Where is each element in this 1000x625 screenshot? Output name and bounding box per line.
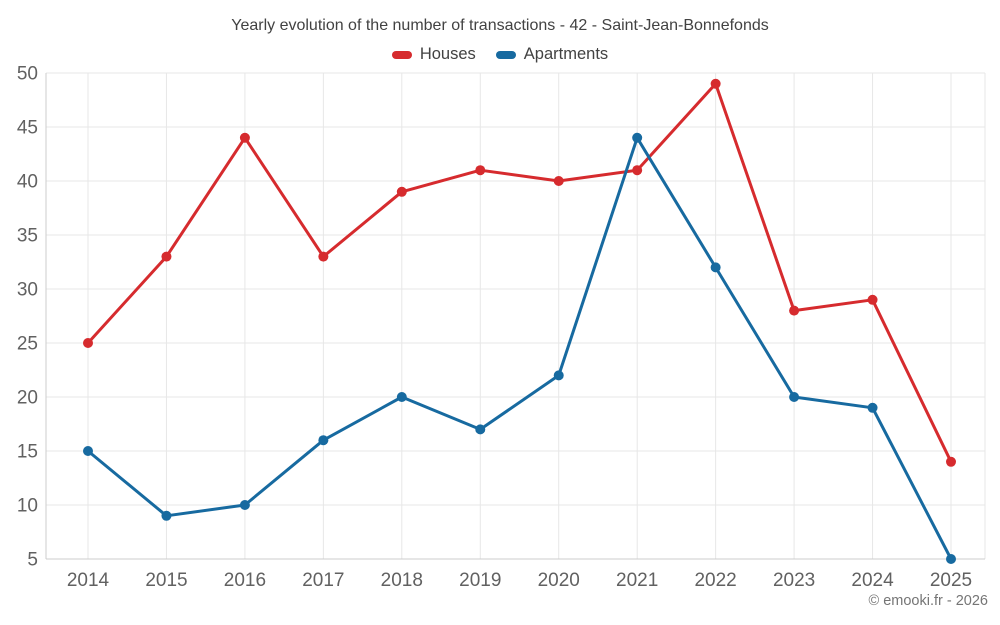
houses-point-2025 xyxy=(946,456,956,467)
copyright-credit: © emooki.fr - 2026 xyxy=(868,593,988,609)
y-axis-labels: 5 10 15 20 25 30 35 40 45 50 xyxy=(17,64,38,571)
apartments-point-2014 xyxy=(83,446,93,456)
apartments-point-2022 xyxy=(710,262,721,273)
apartments-point-2016 xyxy=(239,500,250,510)
y-tick-label: 15 xyxy=(17,442,38,463)
x-tick-label: 2025 xyxy=(930,570,972,591)
legend-item-houses[interactable]: Houses xyxy=(391,45,476,64)
apartments-point-2019 xyxy=(475,424,486,435)
x-axis-labels: 2014 2015 2016 2017 2018 2019 2020 2021 2022 2023… xyxy=(67,570,972,591)
y-tick-label: 30 xyxy=(17,280,38,301)
houses-point-2022 xyxy=(710,78,721,89)
y-tick-label: 20 xyxy=(17,388,38,409)
houses-point-2015 xyxy=(161,251,172,262)
x-tick-label: 2014 xyxy=(67,570,110,591)
apartments-point-2017 xyxy=(318,435,329,446)
y-tick-label: 50 xyxy=(17,64,38,85)
apartments-point-2024 xyxy=(867,402,878,413)
apartments-point-2023 xyxy=(789,392,800,402)
x-tick-label: 2023 xyxy=(773,570,815,591)
y-tick-label: 25 xyxy=(17,334,38,355)
x-tick-label: 2022 xyxy=(694,570,736,591)
legend-label-apartments: Apartments xyxy=(523,45,609,63)
legend-item-apartments[interactable]: Apartments xyxy=(495,45,609,64)
apartments-point-2025 xyxy=(946,554,956,564)
houses-point-2020 xyxy=(553,176,564,186)
apartments-line xyxy=(86,136,953,561)
houses-point-2014 xyxy=(83,338,93,348)
apartments-point-2020 xyxy=(553,370,564,381)
x-tick-label: 2021 xyxy=(616,570,658,591)
houses-point-2024 xyxy=(867,294,878,305)
chart-title: Yearly evolution of the number of transa… xyxy=(231,17,769,34)
legend-label-houses: Houses xyxy=(419,45,476,63)
x-tick-label: 2019 xyxy=(459,570,501,591)
y-tick-label: 35 xyxy=(17,226,38,247)
houses-point-2017 xyxy=(318,251,329,262)
y-tick-label: 10 xyxy=(17,496,38,517)
y-tick-label: 45 xyxy=(17,118,38,139)
legend-swatch-houses-icon xyxy=(391,50,412,59)
houses-series xyxy=(83,78,956,467)
x-tick-label: 2024 xyxy=(851,570,894,591)
x-tick-label: 2018 xyxy=(381,570,423,591)
apartments-point-2018 xyxy=(396,392,407,402)
houses-point-2019 xyxy=(475,165,486,176)
houses-point-2018 xyxy=(396,186,407,197)
houses-point-2021 xyxy=(632,165,643,176)
legend-swatch-apartments-icon xyxy=(495,50,516,59)
chart-legend: Houses Apartments xyxy=(0,45,1000,64)
x-tick-label: 2017 xyxy=(302,570,344,591)
x-tick-label: 2015 xyxy=(145,570,187,591)
y-tick-label: 5 xyxy=(27,550,38,571)
apartments-point-2021 xyxy=(632,132,643,143)
x-tick-label: 2016 xyxy=(224,570,266,591)
houses-point-2016 xyxy=(239,132,250,143)
y-tick-label: 40 xyxy=(17,172,38,193)
apartments-point-2015 xyxy=(161,510,172,521)
houses-line xyxy=(86,82,953,464)
gridlines xyxy=(45,72,986,560)
x-tick-label: 2020 xyxy=(538,570,580,591)
apartments-series xyxy=(83,132,956,564)
houses-point-2023 xyxy=(789,305,800,316)
